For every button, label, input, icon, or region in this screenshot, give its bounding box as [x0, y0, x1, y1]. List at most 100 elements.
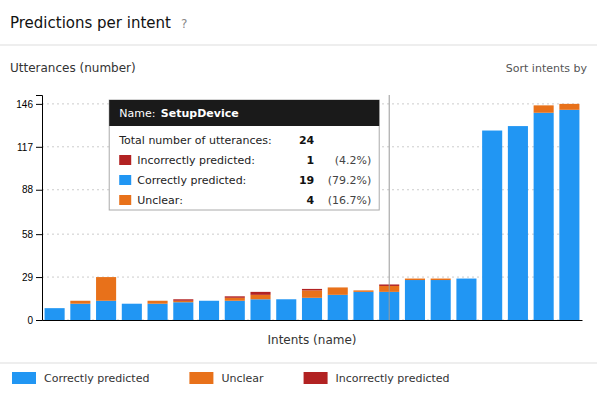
tooltip-total: 24 — [299, 134, 315, 147]
bar-segment — [328, 287, 348, 294]
bar-segment — [431, 280, 451, 320]
tooltip-row-share: (4.2%) — [335, 154, 372, 167]
y-tick: 29 — [22, 272, 42, 283]
bar-segment — [250, 295, 270, 299]
bar-segment — [148, 301, 168, 304]
bar-segment — [45, 308, 65, 320]
tooltip-row-value: 19 — [299, 174, 314, 187]
x-axis-line — [43, 320, 583, 321]
bar-series — [173, 284, 399, 300]
bar-segment — [122, 304, 142, 320]
y-tick-mark — [36, 234, 42, 235]
bar-segment — [431, 279, 451, 280]
bar-segment — [250, 292, 270, 295]
legend-item: Correctly predicted — [12, 372, 149, 385]
bar-segment — [482, 130, 502, 131]
bar-segment — [199, 300, 219, 301]
tooltip-line — [389, 95, 390, 320]
y-tick-mark — [36, 320, 42, 321]
bar-segment — [173, 301, 193, 302]
bar-segment — [405, 278, 425, 279]
bar-segment — [70, 300, 90, 301]
tooltip-body — [109, 100, 379, 210]
subtitle: ? — [181, 17, 187, 31]
title: Predictions per intent — [10, 14, 171, 32]
bar-segment — [482, 131, 502, 320]
y-tick: 146 — [16, 99, 42, 110]
header-divider — [0, 45, 597, 46]
bar-segment — [199, 301, 219, 320]
y-tick: 88 — [22, 184, 42, 195]
tooltip-row-share: (79.2%) — [328, 174, 372, 187]
y-tick-label: 29 — [22, 272, 34, 283]
y-axis-line — [36, 96, 43, 321]
bar-segment — [276, 299, 296, 300]
y-tick-mark — [36, 104, 42, 105]
legend-swatch — [304, 372, 328, 384]
tooltip: Name: SetupDevice Total number of utteran… — [109, 100, 379, 210]
bar-segment — [225, 298, 245, 301]
bar-segment — [70, 301, 90, 304]
bar-series — [45, 110, 580, 320]
legend-item: Unclear — [189, 372, 264, 385]
bar-segment — [508, 126, 528, 320]
bar-segment — [456, 278, 476, 279]
bar-segment — [173, 302, 193, 320]
y-axis: 0 29 58 88 117 146 — [16, 96, 42, 326]
tooltip-swatch — [119, 175, 131, 185]
bar-segment — [559, 104, 579, 110]
legend: Correctly predicted Unclear Incorrectly pr… — [12, 372, 450, 385]
bar-segment — [534, 105, 554, 106]
tooltip-row-value: 1 — [307, 154, 315, 167]
bar-segment — [173, 299, 193, 300]
bar-segment — [405, 279, 425, 280]
y-tick: 117 — [17, 142, 42, 153]
bar-segment — [302, 298, 322, 320]
tooltip-name-label: Name: — [119, 107, 159, 120]
y-tick-label: 0 — [27, 315, 33, 326]
bar-segment — [353, 290, 373, 291]
tooltip-row-label: Unclear: — [137, 194, 183, 207]
bar-segment — [225, 301, 245, 320]
chart: Predictions per intent? Utterances (numbe… — [0, 0, 597, 401]
bar-segment — [122, 303, 142, 304]
bar-segment — [559, 103, 579, 104]
bar-segment — [456, 279, 476, 320]
bar-segment — [405, 280, 425, 320]
bar-segment — [225, 296, 245, 297]
tooltip-row-share: (16.7%) — [328, 194, 372, 207]
bar-segment — [328, 287, 348, 288]
y-tick: 58 — [22, 229, 42, 240]
bar-segment — [353, 290, 373, 291]
bar-segment — [276, 299, 296, 320]
bar-segment — [508, 126, 528, 127]
legend-item: Incorrectly predicted — [304, 372, 450, 385]
legend-divider — [0, 363, 597, 364]
bar-segment — [482, 130, 502, 131]
tooltip-header — [109, 100, 379, 126]
legend-swatch — [12, 372, 36, 384]
bar-segment — [302, 289, 322, 290]
y-tick: 0 — [27, 315, 42, 326]
bar-segment — [45, 308, 65, 309]
legend-label: Incorrectly predicted — [336, 372, 450, 385]
y-tick-label: 146 — [16, 99, 33, 110]
tooltip-name: SetupDevice — [161, 107, 239, 120]
bar-segment — [70, 304, 90, 320]
x-axis-title: Intents (name) — [267, 333, 356, 347]
marker-layer — [389, 95, 390, 320]
y-axis-title: Utterances (number) — [10, 61, 136, 75]
bar-segment — [353, 292, 373, 320]
tooltip-total-label: Total number of utterances: — [118, 134, 272, 147]
bar-segment — [534, 113, 554, 320]
grid — [42, 104, 582, 320]
bars — [45, 104, 580, 320]
bar-segment — [122, 303, 142, 304]
bar-segment — [302, 290, 322, 297]
bar-segment — [45, 308, 65, 309]
bar-segment — [199, 300, 219, 301]
bar-segment — [96, 301, 116, 320]
bar-segment — [276, 299, 296, 300]
tooltip-swatch — [119, 195, 131, 205]
bar-segment — [431, 278, 451, 279]
